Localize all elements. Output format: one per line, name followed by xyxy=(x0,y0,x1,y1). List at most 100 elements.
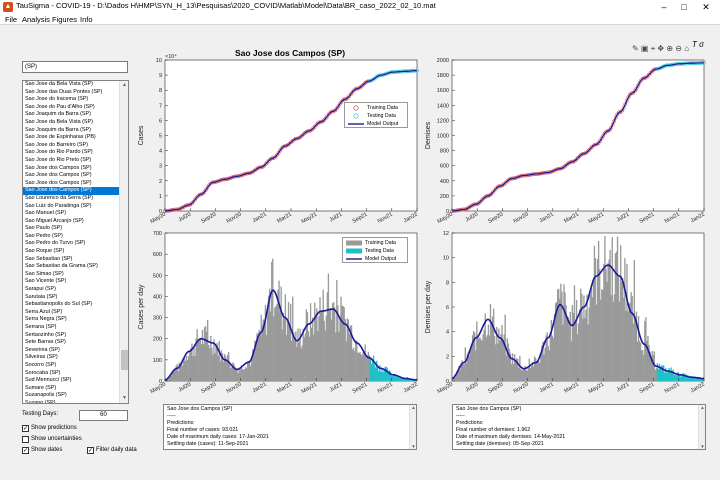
testing-days-input[interactable]: 60 xyxy=(79,410,128,421)
list-item[interactable]: Serra Negra (SP) xyxy=(25,316,67,323)
list-item[interactable]: Sao Jose dos Campos (SP) xyxy=(25,172,92,179)
testing-bar xyxy=(378,371,380,381)
close-icon[interactable]: ✕ xyxy=(702,2,710,12)
list-item[interactable]: Sao Joaquim da Barra (SP) xyxy=(25,126,91,133)
list-item[interactable]: Sorocaba (SP) xyxy=(25,369,61,376)
list-item[interactable]: Sao Jose do Rio Preto (SP) xyxy=(25,156,92,163)
menu-analysis[interactable]: Analysis xyxy=(22,15,50,24)
menu-figures[interactable]: Figures xyxy=(52,15,78,24)
training-bar xyxy=(262,319,264,381)
list-item[interactable]: Sebastianopolis do Sul (SP) xyxy=(25,301,93,308)
maximize-icon[interactable]: □ xyxy=(681,2,687,12)
list-item[interactable]: Sao Lourenco da Serra (SP) xyxy=(25,194,94,201)
show-dates-checkbox[interactable]: ✓ xyxy=(22,447,29,454)
menu-file[interactable]: File xyxy=(5,15,18,24)
scroll-up-icon[interactable]: ▲ xyxy=(700,405,705,410)
scroll-thumb[interactable] xyxy=(121,350,128,370)
list-item[interactable]: Sao Jose do Rio Pardo (SP) xyxy=(25,149,93,156)
testing-bar xyxy=(379,365,381,381)
list-item[interactable]: Sao Joaquim da Barra (SP) xyxy=(25,111,91,118)
info-cases-scrollbar[interactable]: ▲ ▼ xyxy=(409,405,416,449)
training-bar xyxy=(632,323,634,381)
city-listbox[interactable]: Sao Jose da Bela Vista (SP) Sao Jose das … xyxy=(22,80,129,404)
list-scrollbar[interactable]: ▲ ▼ xyxy=(119,81,128,403)
scroll-up-icon[interactable]: ▲ xyxy=(411,405,416,410)
training-bar xyxy=(209,348,211,381)
menu-info[interactable]: Info xyxy=(80,15,93,24)
title-bar: ▲ TauSigma - COVID-19 - D:\Dados H\HMP\S… xyxy=(0,0,720,14)
list-item[interactable]: Silveiras (SP) xyxy=(25,354,58,361)
list-item[interactable]: Sarutaia (SP) xyxy=(25,293,58,300)
testing-bar xyxy=(675,375,677,381)
minimize-icon[interactable]: – xyxy=(661,2,667,12)
list-item[interactable]: Sao Pedro (SP) xyxy=(25,232,63,239)
search-input[interactable]: (SP) xyxy=(22,61,128,73)
training-bar xyxy=(219,361,221,381)
training-bar xyxy=(608,259,610,381)
list-item[interactable]: Sao Jose da Bela Vista (SP) xyxy=(25,118,93,125)
info-deaths-scrollbar[interactable]: ▲ ▼ xyxy=(698,405,705,449)
list-item[interactable]: Sao Jose da Bela Vista (SP) xyxy=(25,81,93,87)
scroll-down-icon[interactable]: ▼ xyxy=(700,444,705,449)
list-item[interactable]: Socorro (SP) xyxy=(25,361,57,368)
list-item[interactable]: Sao Jose de Espinharas (PB) xyxy=(25,134,96,141)
list-item[interactable]: Sao Luiz do Paraitinga (SP) xyxy=(25,202,92,209)
training-bar xyxy=(637,316,640,381)
scroll-down-icon[interactable]: ▼ xyxy=(411,444,416,449)
list-item[interactable]: Suzanapolis (SP) xyxy=(25,392,67,399)
list-item[interactable]: Sud Mennucci (SP) xyxy=(25,377,72,384)
model-output-line xyxy=(451,264,704,380)
list-item[interactable]: Sao Jose dos Campos (SP) xyxy=(23,187,121,195)
list-item[interactable]: Sertaozinho (SP) xyxy=(25,331,67,338)
show-predictions-checkbox[interactable]: ✓ xyxy=(22,425,29,432)
list-item[interactable]: Serra Azul (SP) xyxy=(25,308,63,315)
testing-bar xyxy=(404,377,406,381)
list-item[interactable]: Sao Sebastiao da Grama (SP) xyxy=(25,263,98,270)
list-item[interactable]: Sao Jose do Pau d'Alho (SP) xyxy=(25,103,95,110)
testing-bar xyxy=(685,373,687,381)
list-item[interactable]: Serrana (SP) xyxy=(25,324,57,330)
training-bar xyxy=(495,344,497,381)
list-item[interactable]: Severinia (SP) xyxy=(25,346,60,353)
list-item[interactable]: Sao Roque (SP) xyxy=(25,248,65,255)
testing-bar xyxy=(662,365,664,381)
training-bar xyxy=(301,345,303,381)
training-bar xyxy=(538,360,540,381)
testing-bar xyxy=(658,363,661,381)
list-item[interactable]: Sao Miguel Arcanjo (SP) xyxy=(25,217,84,224)
show-uncertainties-checkbox[interactable] xyxy=(22,436,29,443)
list-item[interactable]: Sao Jose do Barreiro (SP) xyxy=(25,141,88,148)
list-item[interactable]: Sao Jose dos Campos (SP) xyxy=(25,179,92,186)
list-item[interactable]: Sumare (SP) xyxy=(25,384,57,391)
training-bar xyxy=(537,360,539,381)
training-point xyxy=(634,86,639,91)
list-item[interactable]: Sao Jose das Duas Pontes (SP) xyxy=(25,88,103,95)
training-bar xyxy=(183,356,186,381)
training-bar xyxy=(249,360,251,381)
training-bar xyxy=(341,305,343,381)
list-item[interactable]: Sao Jose do Iracema (SP) xyxy=(25,96,89,103)
list-item[interactable]: Sao Paulo (SP) xyxy=(25,225,63,232)
y-tick-label: 12 xyxy=(443,231,449,237)
list-item[interactable]: Sarapui (SP) xyxy=(25,286,56,293)
x-tick-label: Nov21 xyxy=(377,382,394,395)
training-bar xyxy=(567,317,569,381)
list-item[interactable]: Sao Vicente (SP) xyxy=(25,278,67,285)
list-item[interactable]: Sao Simao (SP) xyxy=(25,270,64,277)
list-item[interactable]: Sao Jose dos Campos (SP) xyxy=(25,164,92,171)
info-panel-deaths[interactable]: Sao Jose dos Campos (SP) ----- Predictio… xyxy=(452,404,706,450)
scroll-down-icon[interactable]: ▼ xyxy=(122,395,127,401)
filter-daily-checkbox[interactable]: ✓ xyxy=(87,447,94,454)
scroll-up-icon[interactable]: ▲ xyxy=(122,82,127,88)
training-bar xyxy=(579,309,581,381)
list-item[interactable]: Suzano (SP) xyxy=(25,399,56,404)
list-item[interactable]: Sao Sebastiao (SP) xyxy=(25,255,73,262)
info-panel-cases[interactable]: Sao Jose dos Campos (SP) ----- Predictio… xyxy=(163,404,417,450)
axes-toolbar-icons[interactable]: ✎ ▣ ⌖ ✥ ⊕ ⊖ ⌂ xyxy=(632,44,690,53)
list-item[interactable]: Sao Pedro do Turvo (SP) xyxy=(25,240,86,247)
list-item[interactable]: Sete Barras (SP) xyxy=(25,339,66,346)
training-bar xyxy=(572,312,575,381)
list-item[interactable]: Sao Manuel (SP) xyxy=(25,210,67,217)
training-bar xyxy=(307,331,310,381)
